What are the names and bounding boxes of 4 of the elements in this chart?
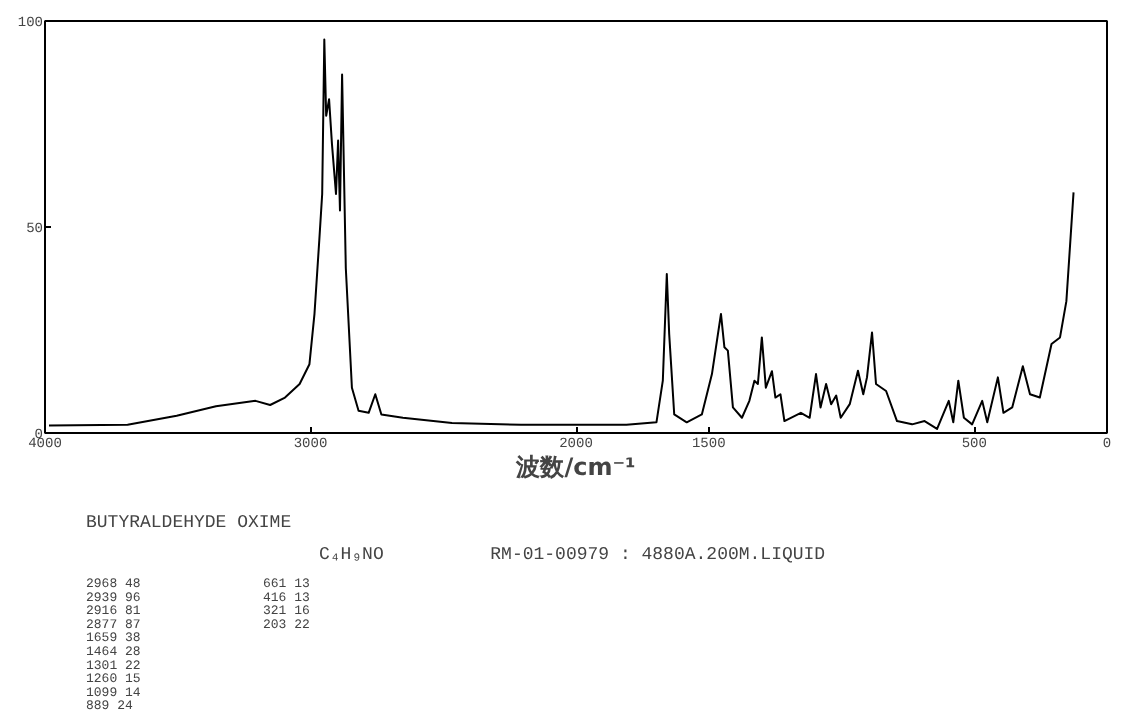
text: C₄H₉NO	[318, 545, 384, 565]
text: RM-01-00979 : 4880A.200M.LIQUID	[490, 545, 826, 565]
text: BUTYRALDEHYDE OXIME	[85, 513, 292, 533]
x-axis-title: 波数/cm⁻¹	[514, 453, 636, 481]
